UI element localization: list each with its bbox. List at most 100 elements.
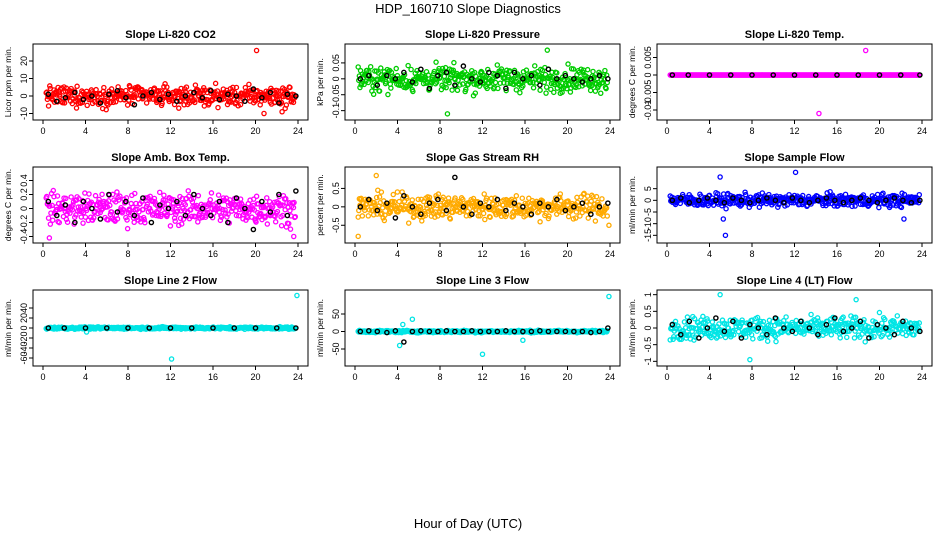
data-point (151, 195, 158, 202)
mean-point (182, 212, 189, 219)
data-point (723, 205, 729, 212)
data-point (69, 207, 76, 213)
y-tick-label: -15 (643, 229, 653, 242)
mean-point (72, 89, 78, 96)
x-tick-label: 16 (208, 372, 218, 382)
data-point (739, 317, 745, 323)
mean-point (157, 96, 163, 103)
data-point (879, 332, 886, 339)
mean-point (409, 328, 416, 335)
data-point (367, 63, 374, 70)
data-point (852, 203, 858, 209)
mean-point (199, 94, 206, 101)
x-tick-label: 20 (250, 372, 260, 382)
x-tick-label: 16 (208, 249, 218, 259)
outlier-point (279, 109, 285, 115)
scatter-points (355, 47, 611, 117)
mean-point (182, 93, 189, 99)
mean-point (435, 328, 441, 335)
y-tick-label: 0 (331, 76, 341, 81)
x-tick-label: 8 (437, 372, 442, 382)
data-point (581, 190, 587, 197)
data-point (691, 315, 698, 322)
mean-point (293, 325, 299, 331)
mean-point (669, 72, 676, 78)
mean-point (374, 82, 381, 88)
page-title: HDP_160710 Slope Diagnostics (375, 1, 561, 16)
mean-point (832, 315, 838, 321)
mean-point (503, 327, 509, 334)
data-point (222, 207, 228, 213)
data-point (143, 100, 150, 106)
y-tick-label: 5 (643, 186, 653, 191)
mean-point (123, 94, 129, 101)
mean-point (80, 96, 87, 103)
y-axis-label: degrees C per min. (627, 46, 637, 118)
data-point (451, 59, 457, 66)
mean-point (749, 72, 755, 78)
data-point (543, 84, 550, 90)
mean-point (401, 69, 407, 76)
data-point (218, 214, 225, 220)
mean-point (366, 327, 372, 334)
mean-point (82, 325, 89, 331)
mean-point (685, 72, 692, 78)
x-tick-label: 20 (562, 249, 572, 259)
data-point (592, 218, 599, 224)
mean-point (97, 216, 104, 222)
mean-point (418, 66, 424, 73)
data-point (128, 87, 134, 93)
y-axis-label: ml/min per min. (315, 299, 325, 357)
mean-point (366, 72, 372, 79)
data-point (405, 220, 412, 226)
data-point (402, 206, 408, 212)
mean-point (486, 69, 492, 76)
chart-panel: Slope Li-820 CO2 0 4 8 12 16 20 24 -10 0 10 20 Licor… (3, 29, 309, 136)
data-point (207, 197, 214, 203)
data-point (570, 66, 577, 72)
mean-point (764, 331, 770, 338)
data-point (287, 207, 293, 214)
mean-point (250, 226, 257, 233)
data-point (283, 102, 290, 108)
data-point (532, 63, 538, 69)
data-point (432, 214, 438, 220)
mean-point (528, 72, 535, 79)
data-point (713, 335, 720, 341)
mean-point (374, 328, 381, 335)
data-point (92, 192, 99, 199)
mean-point (392, 215, 399, 221)
mean-point (696, 197, 702, 204)
mean-point (293, 93, 299, 99)
data-point (487, 214, 493, 220)
x-tick-label: 12 (789, 249, 799, 259)
mean-point (730, 195, 736, 201)
mean-point (704, 325, 711, 331)
mean-point (596, 72, 603, 79)
outlier-point (400, 321, 406, 328)
data-point (103, 106, 109, 113)
mean-point (284, 91, 291, 98)
mean-point (72, 219, 78, 226)
y-tick-label: 0 (643, 325, 653, 330)
y-tick-label: 0 (19, 93, 29, 98)
x-tick-label: 0 (664, 249, 669, 259)
y-tick-label: -0.01 (643, 100, 653, 121)
y-tick-label: -60 (19, 351, 29, 364)
mean-point (883, 197, 889, 204)
data-point (191, 97, 197, 103)
mean-point (486, 328, 492, 335)
data-point (355, 64, 361, 70)
data-point (588, 198, 594, 205)
data-point (419, 218, 425, 224)
y-tick-label: -0.1 (331, 103, 341, 119)
data-point (433, 59, 439, 65)
data-point (47, 83, 53, 89)
mean-point (418, 327, 424, 334)
mean-point (917, 328, 923, 335)
mean-point (812, 72, 819, 78)
x-tick-label: 8 (125, 126, 130, 136)
data-point (492, 79, 499, 86)
mean-point (727, 72, 734, 78)
